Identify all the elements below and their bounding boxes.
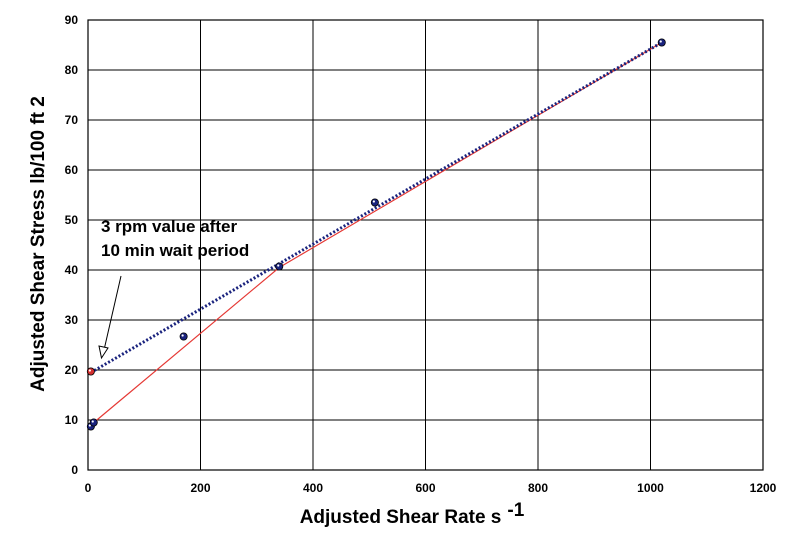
data-point-highlight <box>91 420 94 423</box>
annotation: 3 rpm value after 10 min wait period <box>98 217 249 360</box>
y-tick-label: 90 <box>65 13 79 27</box>
x-tick-label: 1200 <box>750 481 777 495</box>
y-tick-label: 70 <box>65 113 79 127</box>
y-tick-label: 60 <box>65 163 79 177</box>
annotation-arrow-shaft <box>103 275 122 351</box>
y-tick-labels: 0 10 20 30 40 50 60 70 80 90 <box>65 13 79 477</box>
y-tick-label: 50 <box>65 213 79 227</box>
y-axis-title: Adjusted Shear Stress lb/100 ft 2 <box>28 96 49 392</box>
data-point <box>370 198 379 207</box>
x-axis-title: Adjusted Shear Rate s -1 <box>300 500 525 528</box>
y-tick-label: 20 <box>65 363 79 377</box>
data-point <box>89 418 98 427</box>
data-point <box>275 262 284 271</box>
data-point <box>179 332 188 341</box>
annotation-line-2: 10 min wait period <box>101 241 249 260</box>
x-tick-labels: 0 200 400 600 800 1000 1200 <box>85 481 777 495</box>
x-tick-label: 1000 <box>637 481 664 495</box>
data-point-highlight <box>88 424 91 427</box>
data-point-highlight <box>181 334 184 337</box>
y-tick-label: 80 <box>65 63 79 77</box>
x-tick-label: 800 <box>528 481 548 495</box>
x-tick-label: 600 <box>415 481 435 495</box>
data-point-highlight <box>88 369 91 372</box>
y-tick-label: 0 <box>71 463 78 477</box>
data-point <box>657 38 666 47</box>
x-tick-label: 0 <box>85 481 92 495</box>
dotted-fit-line <box>90 41 663 374</box>
data-point-highlight <box>277 264 280 267</box>
highlight-point <box>86 367 95 376</box>
y-tick-label: 30 <box>65 313 79 327</box>
grid <box>87 19 764 471</box>
data-point-highlight <box>659 40 662 43</box>
annotation-line-1: 3 rpm value after <box>101 217 237 236</box>
annotation-arrow-head <box>98 345 109 360</box>
y-tick-label: 40 <box>65 263 79 277</box>
y-tick-label: 10 <box>65 413 79 427</box>
data-points <box>86 38 666 431</box>
x-tick-label: 400 <box>303 481 323 495</box>
data-point-highlight <box>372 200 375 203</box>
x-tick-label: 200 <box>190 481 210 495</box>
